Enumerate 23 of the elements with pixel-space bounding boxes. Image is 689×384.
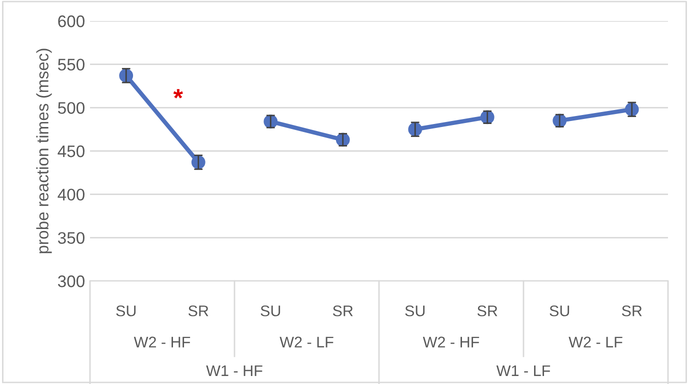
y-tick-label: 500 [58, 102, 84, 114]
x-tick-label: SU [116, 305, 136, 316]
x-tick-label: SR [477, 305, 498, 316]
text: W2 - LF [568, 336, 622, 348]
y-tick-label: 450 [58, 145, 84, 158]
y-tick-label: 400 [58, 188, 84, 201]
x-tick-label: SU [550, 305, 570, 316]
annotation: * [173, 89, 183, 98]
text: W2 - HF [422, 336, 480, 348]
text: W1 - LF [496, 365, 550, 376]
x-tick-label: SR [622, 305, 642, 316]
y-tick-label: 300 [58, 275, 84, 288]
y-tick-label: 600 [58, 15, 84, 28]
x-tick-label: SU [260, 305, 280, 316]
y-axis-title: probe reaction times (msec) [36, 48, 52, 254]
text: W2 - LF [280, 336, 334, 348]
y-tick-label: 350 [58, 232, 84, 244]
text: W1 - HF [206, 365, 262, 376]
text: W2 - HF [134, 336, 190, 348]
x-tick-label: SR [188, 305, 208, 316]
x-tick-label: SU [405, 305, 425, 316]
y-tick-label: 550 [58, 58, 84, 71]
x-tick-label: SR [332, 305, 353, 316]
